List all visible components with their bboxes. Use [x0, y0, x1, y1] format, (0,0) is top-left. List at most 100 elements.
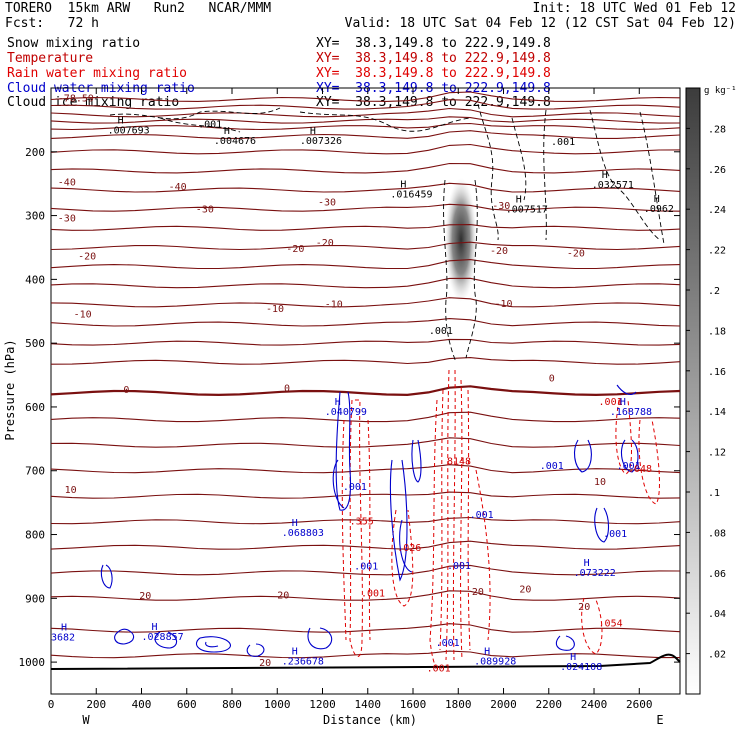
isotherm-label: -30	[196, 204, 214, 215]
colorbar-tick-label: .02	[708, 650, 726, 661]
y-tick-label: 600	[25, 401, 45, 414]
cloud-maximum-label-max-marker: H	[61, 622, 67, 633]
isotherm	[50, 91, 681, 102]
snow-contour-label: .001	[551, 137, 575, 148]
colorbar-tick-label: .08	[708, 528, 726, 539]
snow-maximum-label-max-marker: H	[118, 115, 124, 126]
isotherm	[50, 540, 681, 550]
cloud-maximum-label: .024108	[560, 662, 602, 673]
x-tick-label: 0	[48, 698, 55, 711]
colorbar-tick-label: .22	[708, 246, 726, 257]
cloud-contour-label: .001	[343, 482, 367, 493]
colorbar-tick-label: .14	[708, 407, 726, 418]
x-tick-label: 200	[86, 698, 106, 711]
y-tick-label: 800	[25, 529, 45, 542]
colorbar-tick-label: .12	[708, 448, 726, 459]
y-tick-label: 500	[25, 337, 45, 350]
isotherm	[50, 130, 681, 139]
cloud-maximum-label-max-marker: H	[584, 558, 590, 569]
colorbar-tick-label: .28	[708, 124, 726, 135]
x-tick-label: 1200	[309, 698, 336, 711]
cloud-contour-label: .001	[470, 510, 494, 521]
snow-contour-label: .001	[198, 120, 222, 131]
isotherm	[50, 241, 681, 251]
east-label: E	[656, 713, 663, 727]
isotherm-label: -20	[490, 246, 508, 257]
y-tick-label: 400	[25, 273, 45, 286]
rain-contours	[341, 369, 660, 669]
cloud-maximum-label: .040799	[325, 407, 367, 418]
cloud-maximum-label-max-marker: H	[292, 518, 298, 529]
cloud-water-contours	[100, 384, 639, 657]
model-title: TORERO 15km ARW Run2 NCAR/MMM	[5, 1, 272, 16]
cloud-maximum-label: .168788	[610, 407, 652, 418]
valid-time: Valid: 18 UTC Sat 04 Feb 12 (12 CST Sat …	[344, 16, 736, 31]
isotherm-label: -20	[286, 244, 304, 255]
isotherm-label: -10	[266, 304, 284, 315]
isotherm	[50, 411, 681, 423]
isotherm-label: 20	[472, 587, 484, 598]
rain-contour-label: .001	[599, 397, 623, 408]
isotherm	[50, 564, 681, 576]
rain-contour-label: .054	[599, 618, 623, 629]
snow-maximum-label: .016459	[390, 190, 432, 201]
isotherm	[50, 590, 681, 601]
isotherm	[50, 516, 681, 525]
snow-maximum-label: .007517	[506, 204, 548, 215]
cloud-maximum-label: 3682	[51, 632, 75, 643]
isotherm-label: -20	[567, 248, 585, 259]
isotherm-label: -10	[494, 299, 512, 310]
isotherm	[50, 357, 681, 365]
colorbar-tick-label: .1	[708, 488, 720, 499]
x-tick-label: 1400	[355, 698, 382, 711]
cloud-maximum-label: .236678	[282, 657, 324, 668]
isotherm	[50, 297, 681, 308]
isotherm-label: 10	[594, 477, 606, 488]
colorbar	[685, 87, 701, 695]
isotherm	[50, 259, 681, 270]
rain-contour-label: .001	[361, 588, 385, 599]
colorbar-tick-label: .04	[708, 609, 726, 620]
isotherm	[50, 224, 681, 231]
colorbar-tick-label: .26	[708, 165, 726, 176]
isotherm	[50, 116, 681, 124]
rain-contour-label: .001	[427, 664, 451, 675]
isotherm	[50, 650, 680, 659]
cloud-contour-label: .001	[354, 562, 378, 573]
colorbar-tick-label: .2	[708, 286, 720, 297]
isotherm-label: -20	[316, 238, 334, 249]
isotherm-label: -10	[325, 299, 343, 310]
cloud-maximum-label-max-marker: H	[620, 397, 626, 408]
colorbar-unit: g kg⁻¹	[704, 86, 737, 96]
y-tick-label: 1000	[19, 656, 46, 669]
cloud-contour-label: .001	[603, 529, 627, 540]
colorbar-tick-label: .18	[708, 326, 726, 337]
isotherm-label: 20	[578, 602, 590, 613]
isotherm	[50, 385, 681, 397]
isotherm	[50, 203, 681, 212]
x-tick-label: 2600	[626, 698, 653, 711]
y-tick-label: 700	[25, 465, 45, 478]
snow-maximum-label: .007693	[108, 125, 150, 136]
isotherm-label: -40	[58, 178, 76, 189]
x-tick-label: 600	[177, 698, 197, 711]
cloud-maximum-label-max-marker: H	[292, 647, 298, 658]
isotherm-label: 0	[123, 385, 129, 396]
snow-contour-label: .001	[429, 326, 453, 337]
isotherm-label: 20	[259, 658, 271, 669]
y-tick-label: 200	[25, 146, 45, 159]
isotherm	[50, 143, 681, 155]
isotherm-label: -30	[492, 201, 510, 212]
snow-maximum-label-max-marker: H	[654, 194, 660, 205]
isotherm-label: -30	[318, 197, 336, 208]
x-tick-label: 1600	[400, 698, 427, 711]
isotherm-label: 0	[549, 373, 555, 384]
snow-maximum-label-max-marker: H	[224, 126, 230, 137]
cloud-contour-label: .001	[617, 461, 641, 472]
snow-shaded-core	[445, 178, 477, 302]
cloud-contour-label: .001	[540, 461, 564, 472]
x-tick-label: 2200	[536, 698, 563, 711]
isotherm	[50, 99, 681, 110]
